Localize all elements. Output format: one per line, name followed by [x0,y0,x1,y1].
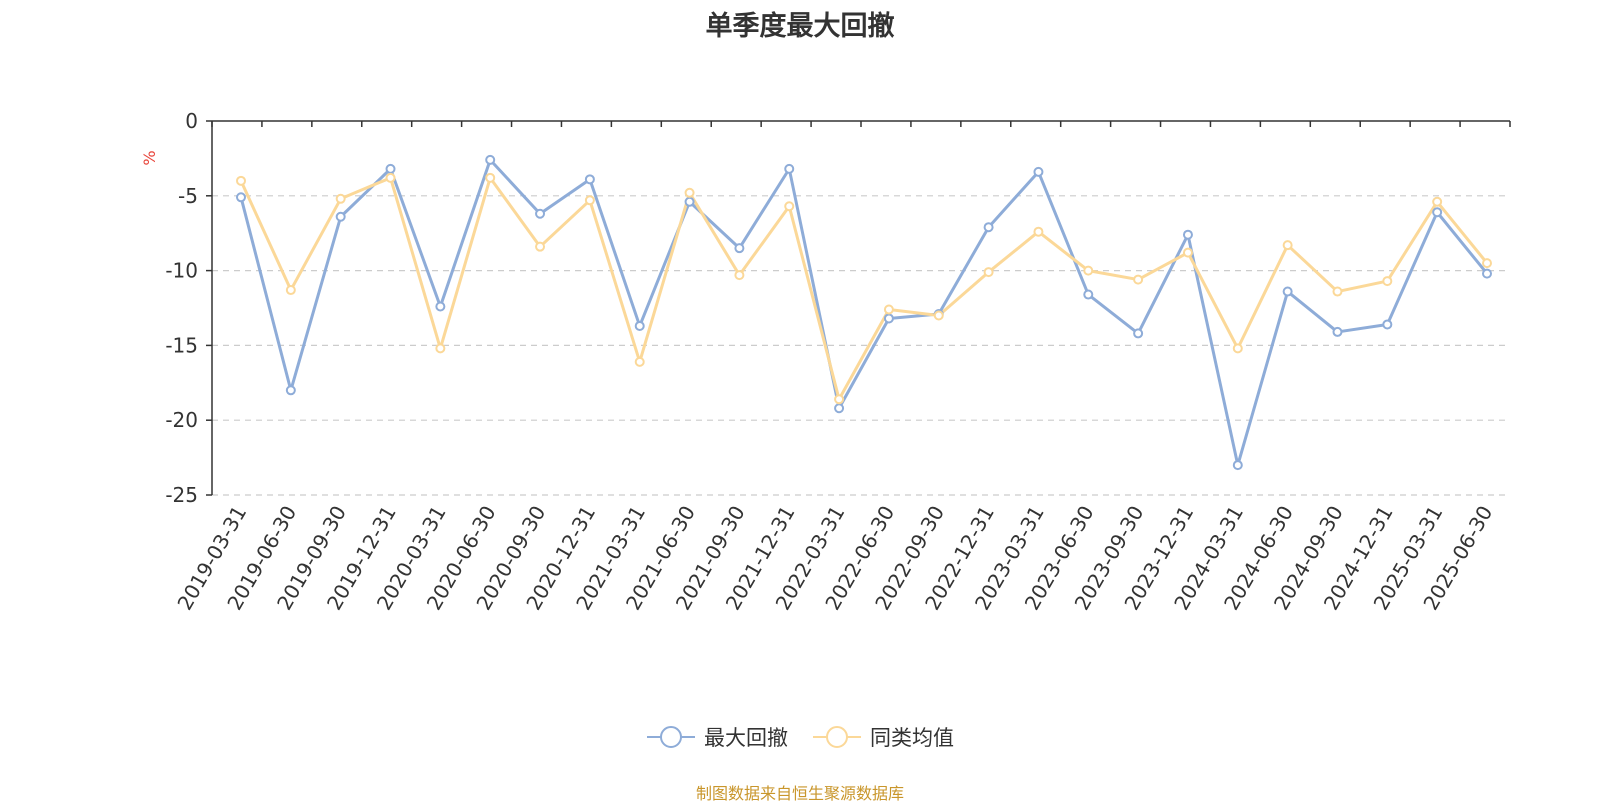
data-point-series-1 [584,174,595,185]
y-axis-unit-label: % [140,150,159,165]
legend-swatch-icon [813,726,861,748]
data-point-series-1 [1382,319,1393,330]
data-point-series-1 [236,192,246,203]
legend-item-1[interactable]: 最大回撤 [646,722,788,752]
data-point-series-2 [236,175,246,186]
data-point-series-2 [1432,196,1443,207]
grid-layer [212,195,1510,496]
data-point-series-1 [1232,460,1243,471]
data-point-series-2 [883,304,894,315]
data-point-series-2 [1382,276,1393,287]
data-point-series-2 [485,172,496,183]
data-point-series-1 [335,211,346,222]
series-line-2 [239,176,1489,401]
y-tick-label: -25 [165,483,198,507]
legend: 最大回撤 同类均值 [0,722,1600,752]
data-point-series-2 [834,394,845,405]
data-point-series-1 [734,243,745,254]
data-point-series-1 [1133,328,1144,339]
series-line-1 [239,158,1489,467]
data-point-series-1 [285,385,296,396]
data-point-series-1 [1282,286,1293,297]
y-tick-label: 0 [185,109,198,133]
data-point-series-1 [1083,289,1094,300]
data-point-series-1 [1182,229,1193,240]
legend-item-2[interactable]: 同类均值 [812,722,954,752]
y-tick-label: -5 [178,184,198,208]
data-point-series-2 [435,343,446,354]
legend-swatch-icon [647,726,695,748]
y-tick-label: -15 [165,333,198,357]
data-point-series-1 [634,320,645,331]
axis-layer: 0-5-10-15-20-252019-03-312019-06-302019-… [165,109,1511,614]
data-point-series-2 [1332,286,1343,297]
data-point-series-2 [684,187,695,198]
data-point-series-2 [1232,343,1243,354]
data-point-series-2 [1033,226,1044,237]
data-point-series-1 [485,154,496,165]
data-point-series-2 [784,201,795,212]
data-point-series-1 [435,301,446,312]
data-point-series-2 [734,270,745,281]
data-point-series-2 [933,310,944,321]
data-point-series-2 [1282,240,1293,251]
data-point-series-1 [834,403,845,414]
data-point-series-2 [1083,265,1094,276]
data-point-series-1 [983,222,994,233]
data-point-series-1 [1332,326,1343,337]
data-point-series-1 [1432,207,1443,218]
data-point-series-1 [1033,166,1044,177]
data-point-series-2 [983,267,994,278]
data-point-series-2 [1182,247,1193,258]
data-point-series-1 [784,163,795,174]
data-point-series-2 [335,193,346,204]
data-point-series-2 [1482,258,1492,269]
source-note: 制图数据来自恒生聚源数据库 [695,784,904,803]
chart-title: 单季度最大回撤 [705,11,895,42]
data-point-series-1 [1482,268,1492,279]
y-tick-label: -10 [165,259,198,283]
data-point-series-2 [584,195,595,206]
legend-label: 最大回撤 [704,726,788,750]
y-tick-label: -20 [165,408,198,432]
data-point-series-2 [535,241,546,252]
data-point-series-2 [285,285,296,296]
data-point-series-1 [535,208,546,219]
data-point-series-2 [385,172,396,183]
data-point-series-2 [1133,274,1144,285]
data-point-series-1 [684,196,695,207]
data-point-series-2 [634,356,645,367]
legend-label: 同类均值 [870,726,954,750]
data-point-series-1 [385,163,396,174]
series-layer [236,154,1492,471]
data-point-series-1 [883,313,894,324]
